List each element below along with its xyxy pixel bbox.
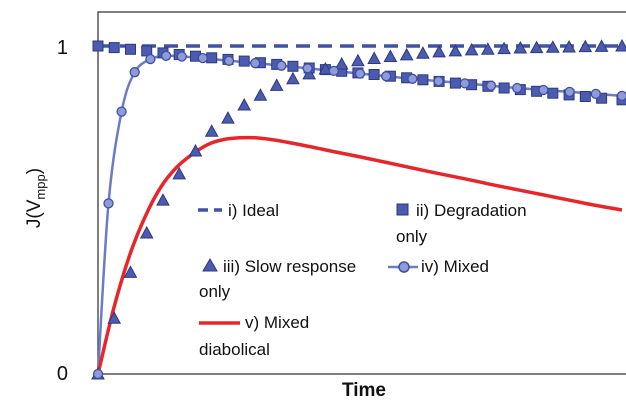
series-4-line <box>96 135 623 375</box>
y-axis-title: J(Vmpp) <box>24 168 48 228</box>
series-2-point-13 <box>302 66 317 80</box>
legend-label-mixed: iv) Mixed <box>421 257 489 276</box>
series-3-point-4 <box>145 53 156 65</box>
series-3-point-12 <box>328 65 339 77</box>
legend-label-slow-response-line2: only <box>199 282 231 301</box>
series-3-point-7 <box>197 52 208 64</box>
legend-item-mixed-diabolical: v) Mixed diabolical <box>199 313 309 359</box>
series-2-point-28 <box>545 40 560 53</box>
series-2-point-27 <box>529 40 544 54</box>
series-1-point-17 <box>368 69 380 80</box>
legend-swatch-mixed-marker <box>398 261 410 273</box>
series-2-point-25 <box>497 41 511 55</box>
series-1-point-0 <box>92 40 104 52</box>
series-2-point-9 <box>237 97 252 111</box>
series-2-point-18 <box>383 49 398 62</box>
y-axis-title-end: ) <box>24 168 45 174</box>
series-3-point-3 <box>129 67 140 78</box>
series-3-point-16 <box>433 75 444 87</box>
series-3-point-1 <box>103 198 114 209</box>
series-1-point-20 <box>417 74 429 86</box>
series-1-point-28 <box>547 87 559 99</box>
series-1-point-22 <box>449 77 461 89</box>
series-2-point-1 <box>107 311 122 324</box>
y-tick-label-0: 0 <box>57 363 68 385</box>
legend-item-degradation: ii) Degradation only <box>396 201 527 246</box>
series-2-point-7 <box>204 124 219 137</box>
series-3-point-8 <box>223 55 235 66</box>
series-3-point-11 <box>302 63 313 74</box>
series-2-point-15 <box>334 56 349 70</box>
legend-item-slow-response: iii) Slow response only <box>199 257 356 301</box>
series-1-point-7 <box>206 52 218 64</box>
series-3-point-23 <box>616 90 626 102</box>
series-1-point-1 <box>108 42 120 54</box>
series-1-point-2 <box>125 43 136 55</box>
series-3-point-17 <box>459 78 470 89</box>
y-tick-label-1: 1 <box>57 37 68 59</box>
y-axis-title-main: J(V <box>24 199 45 228</box>
series-3-point-0 <box>92 368 104 380</box>
series-2-point-16 <box>351 53 365 67</box>
series-2-point-21 <box>432 44 446 58</box>
x-axis-title: Time <box>342 380 386 400</box>
series-3-point-9 <box>250 57 261 69</box>
legend-swatch-slow-response <box>202 258 218 272</box>
series-3-point-15 <box>407 73 418 84</box>
series-1-point-12 <box>287 60 299 72</box>
legend-label-slow-response: iii) Slow response <box>223 257 356 276</box>
legend-label-degradation: ii) Degradation <box>416 201 527 220</box>
y-axis-title-sub: mpp <box>33 174 48 199</box>
marker-layer <box>91 38 626 380</box>
series-3-point-6 <box>176 51 187 62</box>
series-3-point-18 <box>485 80 497 91</box>
legend-swatch-degradation <box>396 203 409 216</box>
series-1-point-30 <box>579 91 591 102</box>
series-2-point-19 <box>399 47 414 61</box>
series-3-point-13 <box>354 68 366 79</box>
series-2-point-30 <box>578 39 593 53</box>
legend-item-ideal: i) Ideal <box>198 201 279 220</box>
legend: i) Ideal ii) Degradation only iii) Slow … <box>198 201 527 359</box>
series-2-point-31 <box>594 39 609 52</box>
series-2-point-22 <box>448 43 463 57</box>
legend-item-mixed: iv) Mixed <box>388 257 489 276</box>
series-2-point-3 <box>139 225 154 239</box>
series-2-point-23 <box>464 42 479 56</box>
legend-label-ideal: i) Ideal <box>228 201 279 220</box>
series-2-point-12 <box>286 71 300 85</box>
series-2-point-11 <box>269 78 284 91</box>
series-1-point-9 <box>238 55 250 67</box>
series-3-point-19 <box>512 82 523 94</box>
series-3-point-22 <box>590 88 601 100</box>
series-1-point-25 <box>498 82 510 94</box>
series-2-point-14 <box>318 61 333 75</box>
series-2-point-29 <box>562 39 576 53</box>
series-3-point-2 <box>116 106 127 117</box>
series-2-point-32 <box>615 38 626 52</box>
legend-label-mixed-diabolical-line2: diabolical <box>199 340 270 359</box>
plot-frame <box>97 11 626 375</box>
series-2-point-10 <box>253 88 268 101</box>
series-2-point-8 <box>221 111 235 124</box>
series-3-point-21 <box>564 86 575 98</box>
series-3-point-10 <box>276 60 287 71</box>
series-2-point-17 <box>367 51 381 64</box>
series-2-point-2 <box>123 265 138 278</box>
legend-label-degradation-line2: only <box>396 227 428 246</box>
series-2-point-6 <box>188 143 203 157</box>
series-2-point-24 <box>481 42 495 55</box>
series-3-point-5 <box>160 50 172 61</box>
series-2-point-5 <box>172 166 187 180</box>
series-3-point-14 <box>381 71 392 82</box>
series-2-point-20 <box>416 46 430 59</box>
series-2-point-26 <box>513 40 528 54</box>
series-3-point-20 <box>538 84 549 96</box>
series-2-point-4 <box>156 193 170 206</box>
legend-label-mixed-diabolical: v) Mixed <box>245 313 309 332</box>
